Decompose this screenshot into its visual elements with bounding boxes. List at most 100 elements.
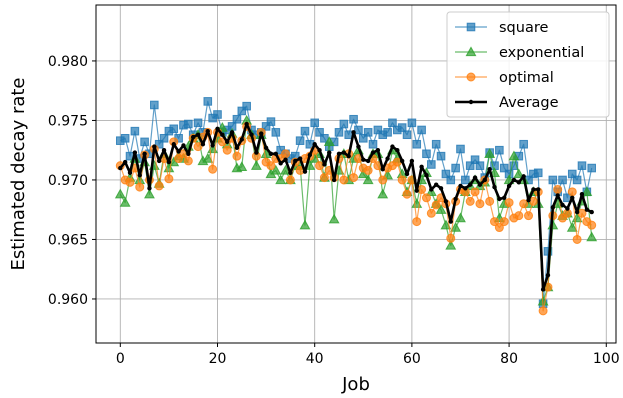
data-point-average	[259, 131, 264, 136]
data-point-square	[203, 97, 213, 106]
data-point-average	[482, 177, 487, 183]
data-point-exponential	[270, 164, 282, 175]
data-point-square	[431, 139, 441, 149]
data-point-square	[509, 161, 519, 170]
x-tick-label: 0	[116, 351, 125, 367]
data-point-square	[470, 155, 480, 165]
data-point-optimal	[281, 149, 291, 159]
data-point-average	[200, 142, 206, 147]
data-point-average	[341, 150, 347, 155]
data-point-average	[448, 219, 453, 224]
data-point-optimal	[465, 196, 475, 206]
data-point-average	[220, 132, 225, 137]
data-point-average	[516, 180, 522, 185]
data-point-square	[159, 133, 169, 143]
legend-item-exponential: exponential	[455, 45, 584, 61]
data-point-optimal	[490, 217, 500, 227]
data-point-square	[373, 125, 383, 135]
data-point-square	[577, 161, 587, 170]
data-point-exponential	[513, 168, 525, 179]
data-point-average	[356, 144, 361, 149]
data-point-optimal	[208, 164, 218, 174]
data-point-exponential	[280, 164, 291, 175]
data-point-square	[310, 118, 319, 128]
x-tick-label: 60	[403, 351, 421, 367]
legend-box	[446, 11, 610, 118]
data-point-exponential	[581, 186, 593, 197]
data-point-average	[453, 196, 458, 202]
legend: square exponential optimal Average	[446, 11, 610, 118]
data-point-square	[558, 175, 567, 185]
legend-item-square: square	[455, 20, 548, 36]
data-point-optimal	[538, 306, 548, 316]
data-point-average	[560, 202, 565, 208]
data-point-exponential	[586, 231, 598, 242]
data-point-optimal	[349, 173, 359, 183]
data-point-square	[422, 149, 431, 159]
data-point-square	[412, 139, 422, 149]
data-point-average	[424, 172, 429, 178]
data-point-average	[404, 171, 410, 177]
data-point-average	[229, 130, 235, 135]
data-point-square	[587, 163, 597, 173]
data-point-average	[487, 167, 492, 172]
data-point-average	[414, 188, 419, 193]
data-point-square	[436, 151, 446, 161]
series-optimal	[115, 121, 597, 316]
data-point-average	[302, 169, 308, 174]
data-point-exponential	[250, 160, 262, 170]
data-point-exponential	[323, 136, 335, 147]
data-point-optimal	[421, 193, 431, 203]
data-point-average	[132, 150, 138, 155]
data-point-square	[548, 175, 558, 185]
data-point-average	[380, 167, 385, 172]
data-point-square	[533, 168, 543, 178]
data-point-average	[419, 164, 424, 170]
data-point-optimal	[125, 177, 135, 187]
data-point-optimal	[183, 156, 193, 166]
data-point-square	[354, 125, 363, 135]
data-point-square	[495, 145, 504, 155]
data-point-optimal	[285, 175, 295, 185]
data-point-average	[589, 209, 594, 215]
data-point-optimal	[431, 200, 441, 210]
data-point-exponential	[484, 148, 496, 158]
data-point-exponential	[445, 239, 457, 250]
data-point-average	[502, 195, 507, 201]
data-point-square	[154, 139, 164, 149]
data-point-average	[540, 287, 546, 292]
data-point-exponential	[435, 204, 447, 214]
legend-label: Average	[499, 95, 559, 111]
data-point-average	[293, 158, 298, 164]
data-point-average	[506, 183, 512, 189]
data-point-optimal	[524, 211, 534, 221]
data-point-average	[351, 130, 356, 135]
data-point-average	[370, 150, 376, 155]
data-point-optimal	[266, 161, 276, 171]
data-point-exponential	[450, 221, 462, 232]
data-point-average	[142, 151, 147, 156]
data-point-optimal	[232, 151, 242, 161]
legend-label: square	[499, 20, 548, 36]
data-point-average	[171, 142, 176, 147]
data-point-exponential	[144, 188, 155, 199]
data-point-square	[150, 100, 159, 110]
data-point-square	[427, 160, 436, 169]
data-point-exponential	[377, 188, 389, 199]
data-point-average	[263, 145, 269, 151]
data-point-square	[383, 128, 392, 137]
data-point-square	[266, 117, 276, 126]
legend-marker	[466, 22, 476, 32]
data-point-average	[312, 142, 317, 147]
data-point-exponential	[455, 212, 466, 223]
data-point-optimal	[519, 199, 529, 209]
data-point-average	[365, 158, 371, 164]
data-point-average	[346, 153, 351, 159]
data-point-average	[147, 186, 152, 191]
data-point-square	[461, 175, 470, 185]
data-point-average	[438, 186, 444, 191]
data-point-exponential	[362, 174, 374, 185]
data-point-optimal	[412, 217, 422, 227]
data-point-average	[443, 199, 449, 204]
data-point-square	[232, 114, 242, 124]
